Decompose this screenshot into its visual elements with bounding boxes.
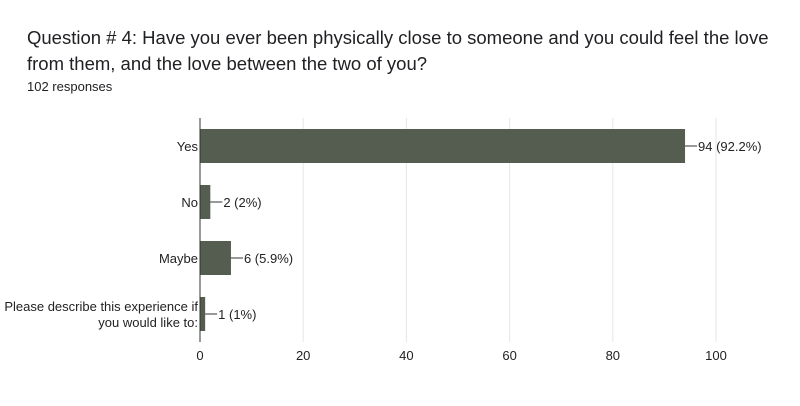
question-title: Question # 4: Have you ever been physica… bbox=[27, 27, 769, 74]
category-label: Please describe this experience if you wo… bbox=[4, 299, 198, 330]
data-label: 2 (2%) bbox=[223, 195, 261, 210]
category-labels: Yes No Maybe Please describe this experienc… bbox=[4, 139, 198, 330]
x-tick-label: 20 bbox=[296, 348, 310, 363]
category-label-line: Please describe this experience if bbox=[4, 299, 198, 314]
x-tick-label: 0 bbox=[196, 348, 203, 363]
bar bbox=[200, 297, 206, 331]
data-label: 6 (5.9%) bbox=[244, 251, 293, 266]
category-label-line: No bbox=[181, 195, 198, 210]
bars bbox=[200, 129, 686, 331]
category-label: No bbox=[181, 195, 198, 210]
data-label: 1 (1%) bbox=[218, 307, 256, 322]
x-tick-label: 100 bbox=[705, 348, 727, 363]
x-tick-label: 80 bbox=[606, 348, 620, 363]
x-tick-label: 60 bbox=[502, 348, 516, 363]
category-label: Yes bbox=[177, 139, 199, 154]
category-label-line: Maybe bbox=[159, 251, 198, 266]
bar bbox=[200, 241, 231, 275]
bar bbox=[200, 185, 211, 219]
x-axis-ticks: 0 20 40 60 80 100 bbox=[196, 348, 726, 363]
category-label-line: Yes bbox=[177, 139, 199, 154]
category-label: Maybe bbox=[159, 251, 198, 266]
data-label: 94 (92.2%) bbox=[698, 139, 762, 154]
category-label-line: you would like to: bbox=[98, 315, 198, 330]
x-tick-label: 40 bbox=[399, 348, 413, 363]
bar bbox=[200, 129, 686, 163]
data-labels: 94 (92.2%) 2 (2%) 6 (5.9%) 1 (1%) bbox=[205, 139, 762, 322]
response-count: 102 responses bbox=[27, 79, 113, 94]
